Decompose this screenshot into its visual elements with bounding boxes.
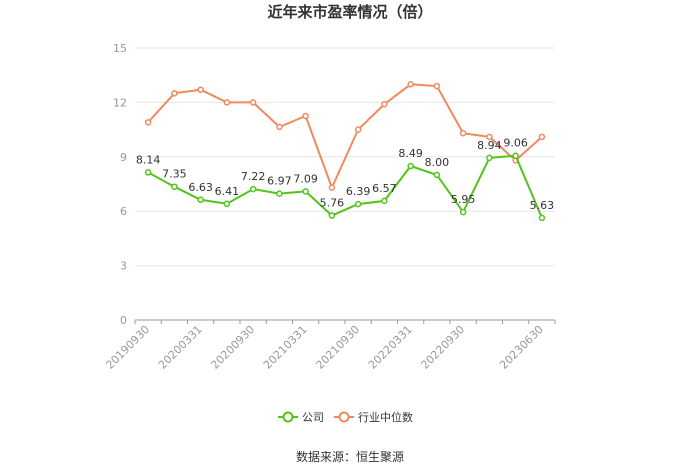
data-point-company[interactable] — [486, 154, 493, 162]
data-point-company[interactable] — [249, 185, 257, 193]
data-point-company[interactable] — [171, 183, 178, 190]
legend[interactable]: 公司 行业中位数 — [278, 410, 413, 424]
y-tick-label: 3 — [120, 260, 127, 273]
data-point-company[interactable] — [381, 197, 388, 205]
data-labels: 8.147.356.63 6.417.22 6.97 7.095.766.39 6.57… — [136, 137, 554, 212]
data-label: 5.76 — [320, 197, 345, 210]
data-point-company[interactable] — [354, 200, 362, 208]
data-label: 9.06 — [503, 137, 528, 150]
data-point-industry-median[interactable] — [381, 100, 388, 108]
data-label: 8.00 — [425, 156, 450, 169]
legend-item-industry-median[interactable]: 行业中位数 — [334, 410, 413, 424]
data-label: 6.97 — [267, 175, 292, 188]
data-point-company[interactable] — [407, 162, 414, 170]
series-line-company — [147, 154, 543, 219]
data-point-company[interactable] — [302, 188, 309, 195]
data-point-industry-median[interactable] — [302, 112, 309, 120]
legend-marker — [338, 411, 350, 423]
data-label: 5.63 — [530, 199, 555, 212]
series-line-industry-median — [147, 83, 543, 189]
data-point-industry-median[interactable] — [407, 81, 414, 88]
y-tick-label: 6 — [120, 205, 127, 218]
data-label: 7.35 — [162, 168, 187, 181]
x-tick-label: 20210930 — [313, 323, 362, 372]
series-layer — [144, 81, 546, 222]
data-point-industry-median[interactable] — [459, 129, 467, 137]
x-tick-label: 20230630 — [497, 323, 546, 372]
legend-marker — [282, 411, 294, 423]
data-point-company[interactable] — [144, 169, 152, 176]
data-label: 6.39 — [346, 185, 371, 198]
data-label: 8.14 — [136, 153, 161, 166]
data-point-industry-median[interactable] — [249, 99, 257, 106]
data-point-industry-median[interactable] — [144, 119, 152, 126]
legend-label: 公司 — [302, 411, 324, 424]
data-label: 6.41 — [215, 185, 240, 198]
chart-title: 近年来市盈率情况（倍） — [267, 3, 432, 21]
data-point-industry-median[interactable] — [538, 133, 546, 141]
y-tick-label: 0 — [120, 314, 127, 327]
data-point-industry-median[interactable] — [328, 184, 336, 191]
data-point-company[interactable] — [538, 214, 546, 222]
data-point-company[interactable] — [512, 152, 519, 159]
data-point-industry-median[interactable] — [276, 123, 283, 131]
data-point-industry-median[interactable] — [433, 82, 441, 90]
x-tick-label: 20200930 — [208, 323, 257, 372]
data-label: 8.49 — [398, 147, 423, 160]
data-point-company[interactable] — [459, 208, 467, 216]
data-label: 7.22 — [241, 170, 266, 183]
legend-label: 行业中位数 — [358, 410, 413, 424]
x-tick-label: 20220930 — [418, 323, 467, 372]
data-point-company[interactable] — [328, 212, 336, 219]
x-tick-label: 20210331 — [261, 323, 310, 372]
data-point-company[interactable] — [197, 196, 204, 204]
y-tick-label: 15 — [113, 42, 127, 55]
data-label: 8.94 — [477, 139, 502, 152]
data-point-industry-median[interactable] — [197, 86, 204, 93]
data-label: 7.09 — [293, 172, 318, 185]
data-label: 6.57 — [372, 182, 397, 195]
x-tick-label: 20190930 — [103, 323, 152, 372]
data-point-industry-median[interactable] — [486, 133, 493, 141]
data-source: 数据来源：恒生聚源 — [296, 449, 404, 464]
data-point-industry-median[interactable] — [171, 90, 178, 97]
data-label: 5.95 — [451, 193, 476, 206]
y-tick-label: 9 — [120, 151, 127, 164]
data-point-industry-median[interactable] — [223, 99, 231, 106]
x-tick-label: 20220331 — [366, 323, 415, 372]
data-point-company[interactable] — [433, 171, 441, 179]
x-tick-label: 20200331 — [156, 323, 205, 372]
data-point-company[interactable] — [223, 200, 231, 208]
data-point-industry-median[interactable] — [354, 126, 362, 133]
data-label: 6.63 — [188, 181, 213, 194]
legend-item-company[interactable]: 公司 — [278, 411, 324, 424]
y-tick-label: 12 — [113, 96, 127, 109]
data-point-company[interactable] — [276, 190, 283, 197]
